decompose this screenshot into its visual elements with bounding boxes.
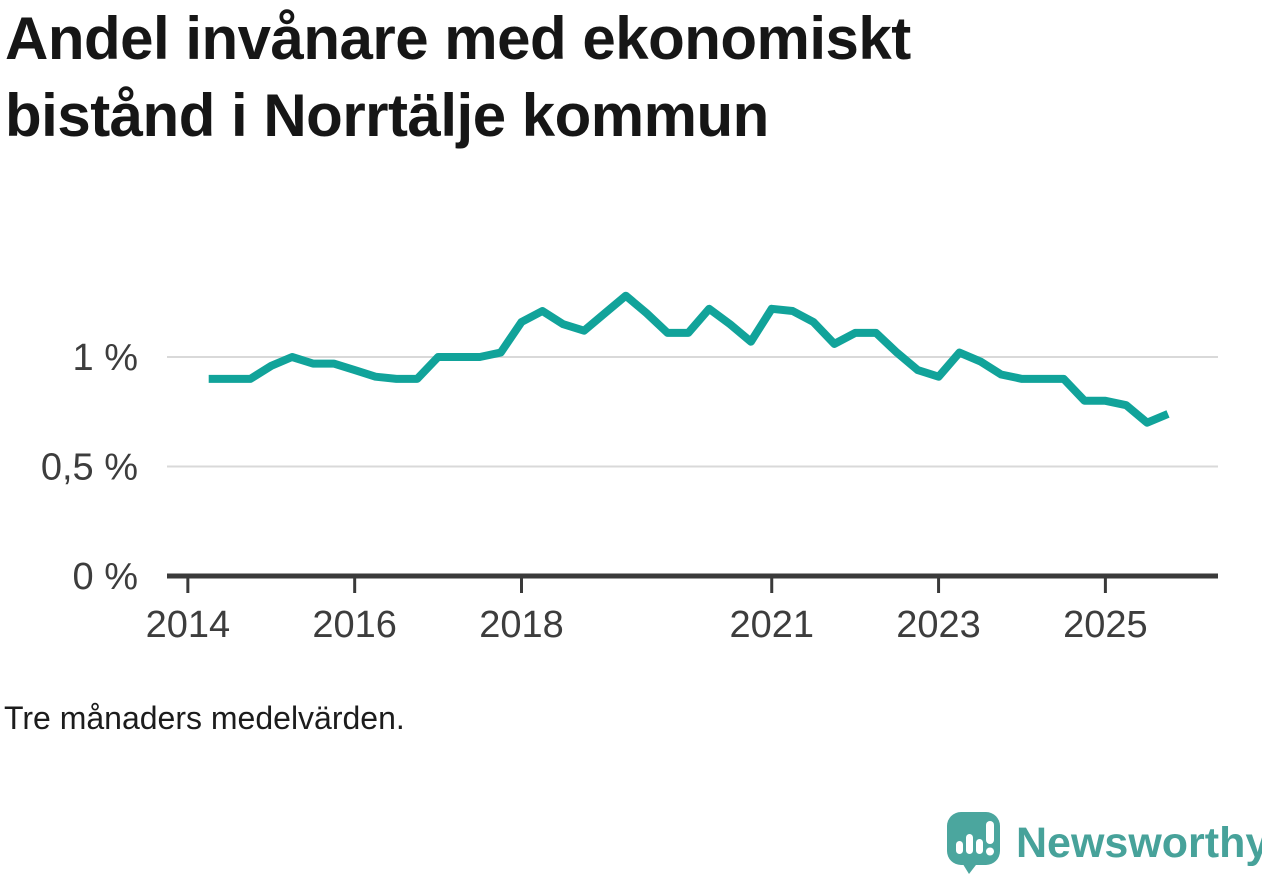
x-tick-label: 2018	[479, 604, 564, 646]
y-axis-labels: 0 % 0,5 % 1 %	[41, 337, 138, 598]
x-tick-label: 2016	[312, 604, 397, 646]
x-tick-label: 2021	[729, 604, 814, 646]
chart-title: Andel invånare med ekonomiskt bistånd i …	[5, 5, 911, 149]
gridlines	[167, 356, 1218, 468]
y-tick-label: 0 %	[73, 556, 138, 598]
newsworthy-branding-link[interactable]: Newsworthy	[946, 811, 1262, 875]
x-axis-labels: 2014 2016 2018 2021 2023 2025	[146, 604, 1148, 646]
data-line	[208, 291, 1170, 427]
line-chart: 0 % 0,5 % 1 % 2014 2016 2018 2021 2023 2025	[41, 291, 1218, 646]
chart-footnote: Tre månaders medelvärden.	[4, 700, 405, 736]
newsworthy-wordmark: Newsworthy	[1016, 818, 1262, 867]
y-tick-label: 0,5 %	[41, 447, 138, 489]
x-axis	[167, 573, 1218, 593]
x-tick-label: 2014	[146, 604, 231, 646]
x-tick-label: 2025	[1063, 604, 1148, 646]
newsworthy-logo-icon	[947, 812, 1000, 874]
x-tick-label: 2023	[896, 604, 981, 646]
y-tick-label: 1 %	[73, 337, 138, 379]
